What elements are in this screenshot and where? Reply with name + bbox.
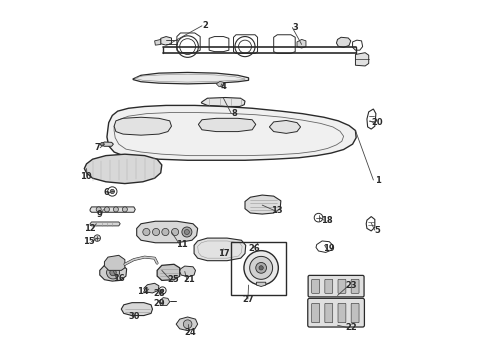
Circle shape	[122, 207, 127, 212]
Text: 20: 20	[372, 118, 384, 127]
Polygon shape	[90, 222, 120, 226]
Circle shape	[244, 251, 278, 285]
Text: 2: 2	[203, 21, 208, 30]
Circle shape	[183, 320, 192, 328]
Bar	[231, 242, 286, 296]
Polygon shape	[245, 195, 281, 214]
Text: 8: 8	[231, 109, 237, 118]
Polygon shape	[104, 255, 125, 270]
Text: 15: 15	[83, 237, 95, 246]
Text: 9: 9	[97, 210, 102, 219]
Polygon shape	[137, 221, 197, 243]
Polygon shape	[337, 37, 351, 47]
Polygon shape	[216, 81, 224, 87]
Text: 10: 10	[79, 172, 91, 181]
FancyBboxPatch shape	[308, 298, 365, 327]
Text: 13: 13	[271, 206, 283, 215]
Text: 6: 6	[104, 188, 110, 197]
Circle shape	[172, 228, 179, 235]
Text: 28: 28	[154, 289, 166, 298]
Circle shape	[104, 207, 109, 212]
Polygon shape	[201, 98, 245, 107]
Circle shape	[113, 207, 119, 212]
Polygon shape	[194, 238, 245, 261]
Text: 3: 3	[293, 23, 298, 32]
Polygon shape	[180, 266, 196, 277]
Circle shape	[162, 228, 169, 235]
Text: 4: 4	[220, 82, 226, 91]
Text: 24: 24	[185, 328, 196, 337]
Text: 18: 18	[321, 216, 333, 225]
Text: 30: 30	[129, 312, 140, 321]
Polygon shape	[176, 317, 197, 330]
Circle shape	[259, 266, 263, 270]
Polygon shape	[256, 282, 266, 287]
FancyBboxPatch shape	[312, 303, 319, 323]
Polygon shape	[107, 105, 356, 160]
Polygon shape	[133, 72, 248, 84]
FancyBboxPatch shape	[325, 303, 333, 323]
Polygon shape	[90, 207, 135, 212]
Text: 11: 11	[176, 240, 188, 249]
Circle shape	[110, 269, 116, 276]
FancyBboxPatch shape	[351, 303, 359, 323]
Text: 5: 5	[375, 226, 381, 235]
Text: 23: 23	[345, 281, 357, 290]
Polygon shape	[297, 40, 306, 48]
Polygon shape	[84, 154, 162, 184]
Text: 16: 16	[113, 274, 124, 283]
Polygon shape	[159, 298, 170, 306]
Polygon shape	[144, 283, 159, 293]
Text: 12: 12	[84, 224, 96, 233]
Polygon shape	[114, 117, 172, 135]
Polygon shape	[161, 37, 171, 45]
Polygon shape	[155, 40, 161, 45]
Polygon shape	[270, 121, 300, 134]
Polygon shape	[157, 264, 180, 280]
Polygon shape	[100, 263, 126, 281]
FancyBboxPatch shape	[325, 279, 333, 293]
Circle shape	[256, 262, 267, 273]
Polygon shape	[198, 118, 256, 132]
FancyBboxPatch shape	[338, 279, 346, 293]
FancyBboxPatch shape	[308, 275, 364, 297]
Polygon shape	[101, 142, 113, 146]
Text: 27: 27	[243, 294, 254, 303]
Text: 22: 22	[345, 323, 357, 332]
Circle shape	[143, 228, 150, 235]
Text: 17: 17	[218, 249, 229, 258]
Circle shape	[182, 227, 192, 237]
Circle shape	[250, 256, 272, 279]
Circle shape	[94, 235, 100, 241]
Text: 7: 7	[95, 143, 100, 152]
Circle shape	[100, 142, 104, 146]
FancyBboxPatch shape	[338, 303, 346, 323]
Polygon shape	[355, 53, 368, 66]
Circle shape	[96, 207, 101, 212]
Text: 19: 19	[323, 244, 335, 253]
Text: 21: 21	[184, 275, 196, 284]
FancyBboxPatch shape	[312, 279, 319, 293]
Text: 26: 26	[248, 244, 260, 253]
Text: 25: 25	[168, 275, 179, 284]
Circle shape	[110, 189, 115, 194]
Text: 1: 1	[375, 176, 381, 185]
Text: 14: 14	[137, 287, 148, 296]
Circle shape	[107, 266, 120, 279]
Polygon shape	[122, 303, 152, 316]
Circle shape	[184, 229, 190, 234]
Text: 29: 29	[154, 299, 166, 308]
Circle shape	[161, 289, 164, 292]
FancyBboxPatch shape	[351, 279, 359, 293]
Circle shape	[152, 228, 160, 235]
